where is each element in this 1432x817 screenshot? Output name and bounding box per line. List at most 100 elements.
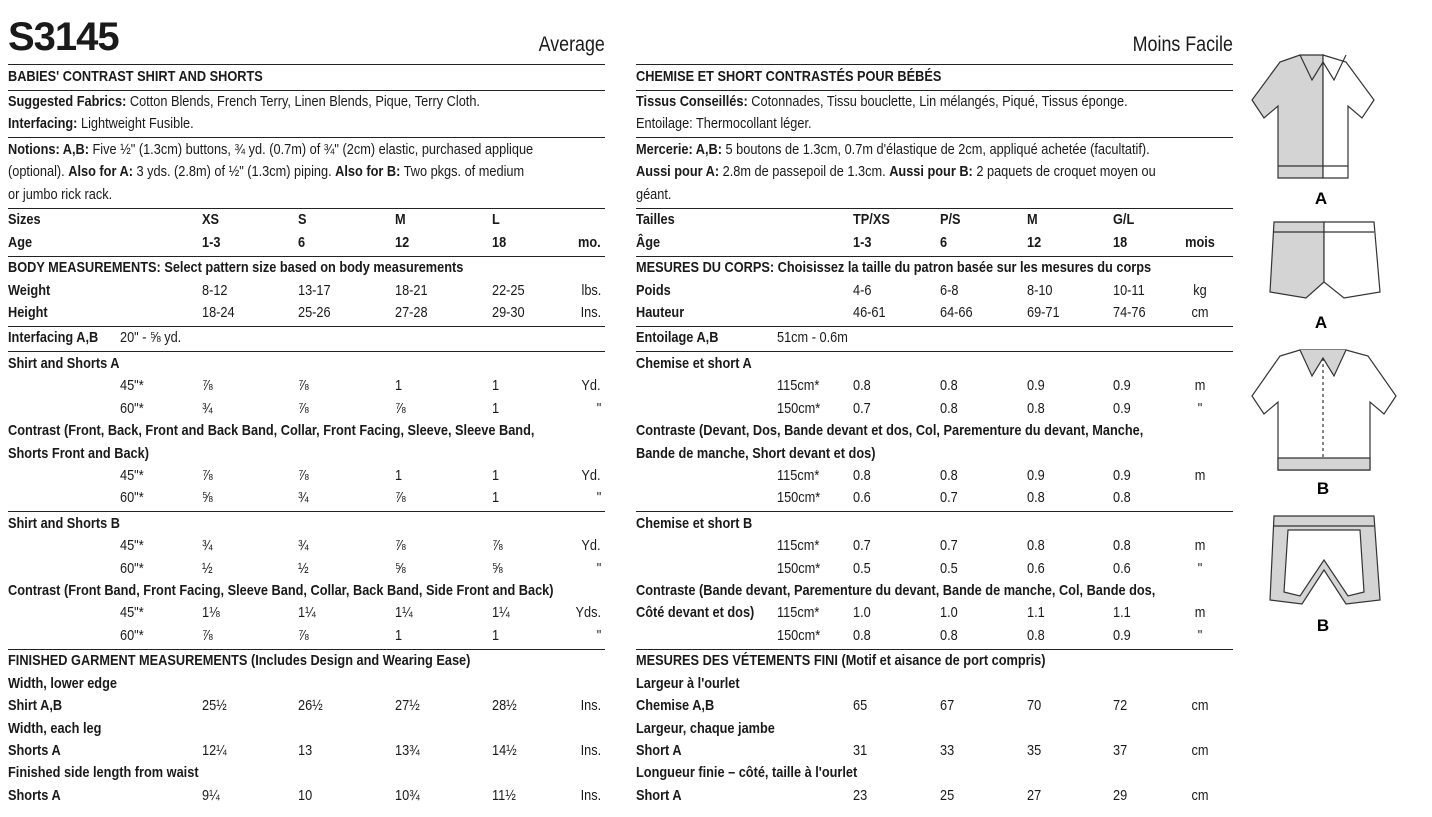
size-value: 0.7	[853, 537, 871, 555]
size-value: ⅞	[395, 399, 406, 417]
text-line: MESURES DES VÉTEMENTS FINI (Motif et ais…	[636, 651, 1045, 671]
row-label: Tailles	[636, 211, 675, 229]
row-label: Shorts A	[8, 786, 61, 804]
width-label: 115cm*	[777, 377, 820, 395]
unit: "	[1197, 399, 1203, 417]
width-label: 150cm*	[777, 489, 821, 507]
text-run: FINISHED GARMENT MEASUREMENTS (Includes …	[8, 652, 471, 670]
size-value: 64-66	[940, 303, 973, 321]
size-value: 13	[298, 741, 313, 759]
size-value: ¾	[202, 537, 213, 555]
unit: m	[1194, 466, 1206, 484]
text-run: Entoilage: Thermocollant léger.	[636, 115, 812, 133]
size-value: 28½	[492, 697, 517, 715]
text-run: Chemise et short A	[636, 354, 752, 372]
text-run: Shorts Front and Back)	[8, 444, 149, 462]
text-run: Interfacing:	[8, 115, 78, 133]
row-label: Sizes	[8, 211, 41, 229]
shorts-b	[1269, 515, 1381, 605]
size-value: P/S	[940, 211, 961, 229]
unit: m	[1194, 377, 1206, 395]
text-line: Bande de manche, Short devant et dos)	[636, 444, 875, 464]
rule	[8, 511, 605, 513]
size-value: 65	[853, 697, 868, 715]
width-label: 45"*	[120, 466, 144, 484]
size-value: 0.8	[853, 377, 871, 395]
unit: "	[596, 559, 601, 577]
size-value: 74-76	[1113, 303, 1146, 321]
size-value: 70	[1027, 697, 1042, 715]
rule	[8, 351, 605, 353]
text-line: Width, each leg	[8, 719, 101, 739]
text-line: Mercerie: A,B: 5 boutons de 1.3cm, 0.7m …	[636, 140, 1150, 160]
text-line: Contrast (Front, Back, Front and Back Ba…	[8, 421, 534, 441]
width-label: 45"*	[120, 604, 144, 622]
size-value: 10¾	[395, 786, 420, 804]
text-run: Also for B:	[335, 163, 401, 181]
size-value: 11½	[492, 786, 516, 804]
size-value: 0.9	[1027, 377, 1045, 395]
text-run: Finished side length from waist	[8, 764, 199, 782]
text-line: Shirt and Shorts A	[8, 354, 119, 374]
row-label: Entoilage A,B	[636, 329, 719, 347]
unit: "	[1197, 559, 1203, 577]
rule	[8, 207, 605, 209]
rule	[636, 64, 1233, 65]
illustrations: A A B B	[1251, 54, 1397, 635]
text-run: MESURES DES VÉTEMENTS FINI (Motif et ais…	[636, 652, 1046, 670]
text-line: Notions: A,B: Five ½" (1.3cm) buttons, ¾…	[8, 140, 533, 160]
text-line: Shirt and Shorts B	[8, 514, 120, 534]
unit: cm	[1191, 741, 1209, 759]
unit: Ins.	[580, 786, 601, 804]
size-value: L	[492, 211, 500, 229]
rule	[636, 511, 1233, 513]
size-value: ⅞	[202, 377, 213, 395]
unit: cm	[1191, 697, 1209, 715]
size-value: ¾	[298, 537, 309, 555]
size-value: ⅞	[202, 466, 213, 484]
unit: m	[1194, 604, 1206, 622]
rule	[636, 648, 1233, 650]
size-value: 1	[492, 377, 500, 395]
rule	[636, 325, 1233, 327]
text-run: Contraste (Devant, Dos, Bande devant et …	[636, 422, 1144, 440]
shirt-a	[1251, 54, 1375, 179]
text-line: Largeur, chaque jambe	[636, 719, 775, 739]
text-run: Width, lower edge	[8, 674, 117, 692]
size-value: S	[298, 211, 307, 229]
size-value: 25½	[202, 697, 227, 715]
size-value: 0.8	[1027, 626, 1045, 644]
width-label: 60"*	[120, 489, 144, 507]
size-value: 12¼	[202, 741, 227, 759]
unit: mois	[1185, 233, 1215, 251]
size-value: 10	[298, 786, 313, 804]
size-value: 1-3	[202, 233, 221, 251]
text-run: Mercerie: A,B:	[636, 140, 722, 158]
width-label: 60"*	[120, 626, 144, 644]
size-value: 23	[853, 786, 868, 804]
size-value: 0.5	[853, 559, 871, 577]
view-label: B	[1317, 479, 1329, 498]
size-value: 31	[853, 741, 868, 759]
size-value: 46-61	[853, 303, 886, 321]
width-label: 60"*	[120, 559, 144, 577]
unit: lbs.	[581, 281, 601, 299]
rule	[8, 64, 605, 65]
text-line: or jumbo rick rack.	[8, 185, 112, 205]
size-value: ½	[298, 559, 309, 577]
text-run: (optional).	[8, 163, 69, 181]
size-value: ⅞	[298, 626, 309, 644]
row-label: Short A	[636, 786, 682, 804]
text-line: (optional). Also for A: 3 yds. (2.8m) of…	[8, 162, 524, 182]
text-run: Also for A:	[68, 163, 133, 181]
text-line: Contrast (Front Band, Front Facing, Slee…	[8, 581, 554, 601]
text-line: Interfacing: Lightweight Fusible.	[8, 114, 194, 134]
shirt-b	[1251, 349, 1397, 471]
size-value: ⅞	[492, 537, 503, 555]
rule	[636, 207, 1233, 209]
text-run: Cotonnades, Tissu bouclette, Lin mélangé…	[747, 93, 1128, 110]
rule	[636, 255, 1233, 257]
size-value: 33	[940, 741, 955, 759]
size-value: 1	[395, 626, 403, 644]
size-value: 1.1	[1027, 604, 1045, 622]
